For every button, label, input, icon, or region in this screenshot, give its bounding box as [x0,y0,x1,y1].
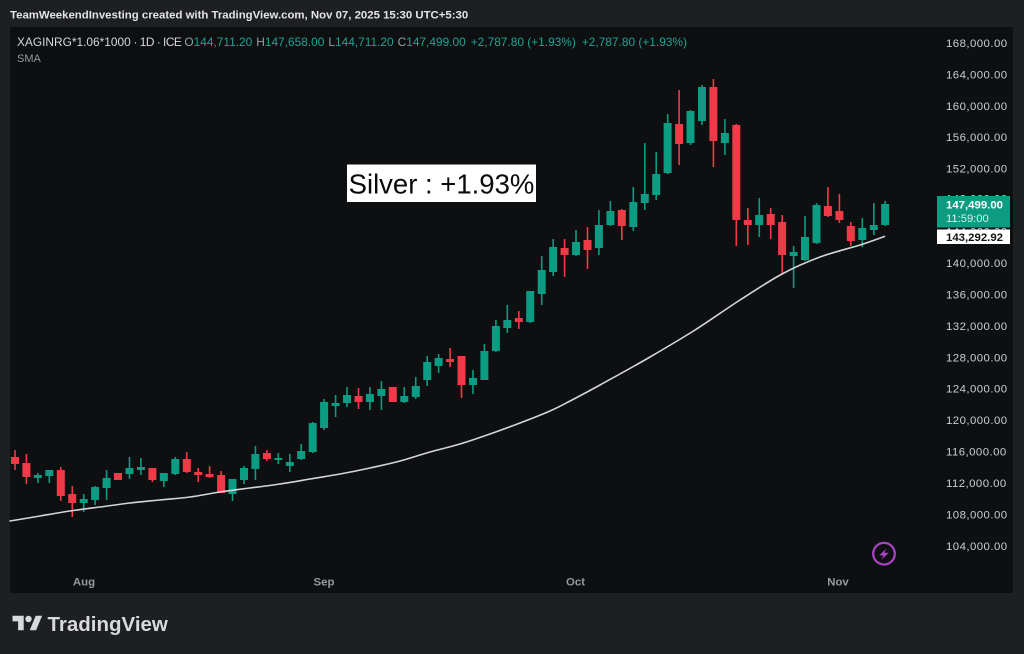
svg-text:136,000.00: 136,000.00 [946,289,1008,301]
svg-text:128,000.00: 128,000.00 [946,352,1008,364]
svg-text:156,000.00: 156,000.00 [946,132,1008,144]
svg-text:TradingView: TradingView [48,613,168,636]
svg-text:147,499.00: 147,499.00 [946,200,1003,212]
svg-text:164,000.00: 164,000.00 [946,69,1008,81]
svg-text:Oct: Oct [566,577,585,589]
svg-text:143,292.92: 143,292.92 [946,232,1003,244]
svg-text:11:59:00: 11:59:00 [946,213,989,225]
svg-text:TeamWeekendInvesting created w: TeamWeekendInvesting created with Tradin… [10,9,468,21]
svg-text:116,000.00: 116,000.00 [946,447,1007,459]
svg-text:SMA: SMA [17,53,42,65]
svg-text:132,000.00: 132,000.00 [946,321,1008,333]
svg-text:104,000.00: 104,000.00 [946,541,1008,553]
svg-text:Sep: Sep [314,577,335,589]
svg-text:112,000.00: 112,000.00 [946,478,1007,490]
svg-text:152,000.00: 152,000.00 [946,164,1008,176]
svg-text:124,000.00: 124,000.00 [946,384,1008,396]
svg-text:Aug: Aug [73,577,95,589]
svg-text:168,000.00: 168,000.00 [946,38,1008,50]
svg-text:Nov: Nov [827,577,849,589]
svg-text:Silver : +1.93%: Silver : +1.93% [349,169,535,200]
svg-text:120,000.00: 120,000.00 [946,415,1008,427]
svg-text:140,000.00: 140,000.00 [946,258,1008,270]
svg-text:108,000.00: 108,000.00 [946,510,1008,522]
svg-text:160,000.00: 160,000.00 [946,101,1008,113]
